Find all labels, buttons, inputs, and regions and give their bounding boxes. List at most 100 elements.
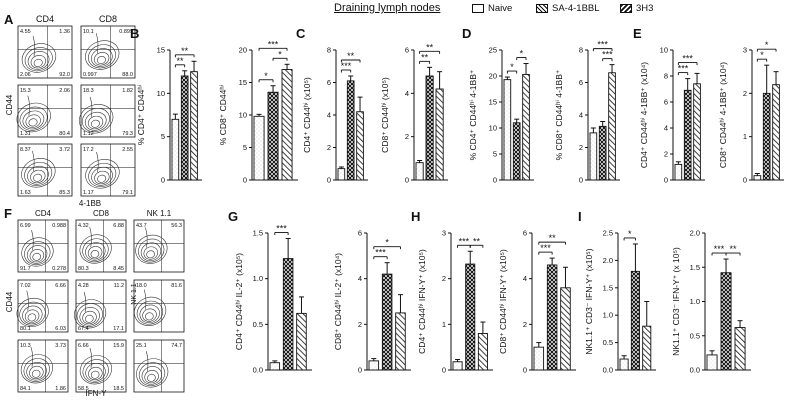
legend-swatch-sa-4-1bbl (536, 4, 548, 13)
column-title: NK 1.1 (147, 209, 172, 218)
contour-tail (30, 346, 34, 368)
flow-plot: 7.02 6.66 80.1 6.03 (16, 279, 69, 333)
y-tick-label: 2 (358, 320, 362, 329)
significance-label: ** (347, 51, 355, 61)
panel-letter-f: F (4, 206, 12, 221)
contour-line (85, 363, 106, 382)
bar-sa-4-1bbl (630, 270, 640, 371)
contour-line (90, 250, 100, 258)
quadrant-value: 43.7 (136, 223, 147, 229)
y-tick-label: 20 (239, 46, 247, 55)
y-tick-label: 6 (405, 46, 409, 55)
contour-line (85, 242, 106, 261)
contour-line (93, 52, 110, 66)
contour-line (136, 358, 169, 388)
flow-plot: 4.28 11.2 67.4 17.1 (73, 279, 127, 333)
legend-swatch-3h3 (620, 4, 632, 13)
quadrant-value: 17.1 (113, 326, 124, 332)
y-tick-label: 0.5 (603, 338, 613, 347)
chart-3: 0 2 4 6 8 CD4⁺ CD44ʰⁱ (x10⁵) C ***** (296, 26, 368, 185)
y-axis-label: CD8⁺ CD44ʰⁱ 4-1BB⁺ (x10⁴) (718, 62, 728, 168)
contour-line (32, 252, 41, 261)
y-tick-label: 2 (743, 89, 747, 98)
contour-line (140, 242, 162, 262)
legend-swatch-naive (472, 4, 484, 13)
contour-tail (95, 33, 99, 54)
panel-letter-d: D (462, 26, 471, 41)
bar-3h3 (560, 287, 571, 371)
quadrant-value: 6.66 (55, 283, 66, 289)
contour-line (21, 237, 54, 267)
quadrant-value: 11.2 (114, 283, 124, 289)
bar-sa-4-1bbl (465, 263, 476, 371)
significance-label: ** (181, 46, 189, 56)
bar-naive (533, 346, 545, 371)
contour-line (33, 173, 43, 182)
bar-naive (589, 132, 598, 181)
significance-label: * (765, 40, 769, 50)
significance-label: *** (459, 236, 470, 246)
quadrant-value: 2.06 (20, 72, 31, 78)
significance-label: ** (426, 42, 434, 52)
contour-line (82, 310, 97, 325)
y-tick-label: 0.0 (253, 366, 263, 375)
bar-naive (753, 175, 762, 181)
chart-9: 0.0 0.5 1.0 1.5 CD4⁺ CD44ʰⁱ IL-2⁺ (x10⁵) G *** (228, 209, 312, 375)
contour-line (29, 249, 45, 263)
quadrant-value: 79.3 (122, 131, 133, 137)
y-tick-label: 0 (405, 176, 409, 185)
contour-line (21, 43, 57, 73)
quadrant-value: 8.37 (20, 147, 31, 153)
bar-3h3 (772, 84, 780, 181)
bar-sa-4-1bbl (683, 89, 692, 181)
significance-label: * (510, 62, 514, 72)
quadrant-value: 10.3 (20, 343, 31, 349)
contour-line (27, 165, 49, 185)
y-tick-label: 0 (161, 176, 165, 185)
y-tick-label: 15 (157, 46, 165, 55)
contour-line (29, 365, 44, 380)
y-axis-label: % CD8⁺ CD44ʰⁱ 4-1BB⁺ (554, 69, 564, 160)
bar-sa-4-1bbl (282, 258, 294, 371)
plot-frame (75, 219, 127, 273)
contour-line (79, 355, 112, 385)
significance-label: *** (678, 64, 689, 74)
contour-line (30, 54, 47, 69)
quadrant-value: 91.7 (20, 266, 31, 272)
y-axis-label: % CD8⁺ CD44ʰⁱ (218, 84, 228, 145)
contour-tail (89, 347, 93, 369)
quadrant-value: 80.1 (20, 326, 31, 332)
contour-tail (31, 230, 34, 251)
quadrant-value: 7.02 (20, 283, 31, 289)
chart-13: 0.0 0.5 1.0 1.5 2.0 2.5 NK1.1⁺ CD3⁻ IFN-Y⁺ (x1… (578, 209, 656, 375)
bar-sa-4-1bbl (598, 125, 607, 181)
significance-label: ** (473, 236, 481, 246)
significance-label: * (520, 49, 524, 59)
legend-label-3h3: 3H3 (636, 3, 654, 14)
y-tick-label: 6 (579, 78, 583, 87)
y-tick-label: 1 (442, 320, 446, 329)
y-tick-label: 8 (327, 46, 331, 55)
y-tick-label: 0 (743, 176, 747, 185)
significance-label: *** (341, 61, 352, 71)
significance-label: * (760, 50, 764, 60)
bar-naive (269, 362, 281, 371)
flow-f-nk-ylabel: NK 1.1 (131, 283, 138, 305)
flow-plot: 25.1 74.7 (133, 339, 185, 393)
contour-line (21, 158, 56, 188)
contour-line (31, 369, 41, 378)
bar-naive (253, 115, 265, 181)
y-tick-label: 10 (660, 46, 668, 55)
contour-line (87, 115, 104, 130)
bar-naive (674, 163, 683, 181)
bar-sa-4-1bbl (180, 75, 189, 181)
chart-11: 0 1 2 3 CD4⁺ CD44ʰⁱ IFN-Y⁺ (x10⁵) H *** ** (411, 209, 493, 375)
bar-sa-4-1bbl (546, 264, 558, 371)
bar-naive (452, 361, 463, 371)
contour-line (91, 166, 113, 186)
contour-line (88, 366, 103, 381)
contour-tail (26, 290, 29, 311)
y-axis-label: CD8⁺ CD44ʰⁱ IL-2⁺ (x10⁴) (333, 253, 343, 350)
legend-item-naive: Naive (472, 3, 512, 14)
flow-plot: 10.3 3.73 84.1 1.86 (17, 339, 69, 393)
